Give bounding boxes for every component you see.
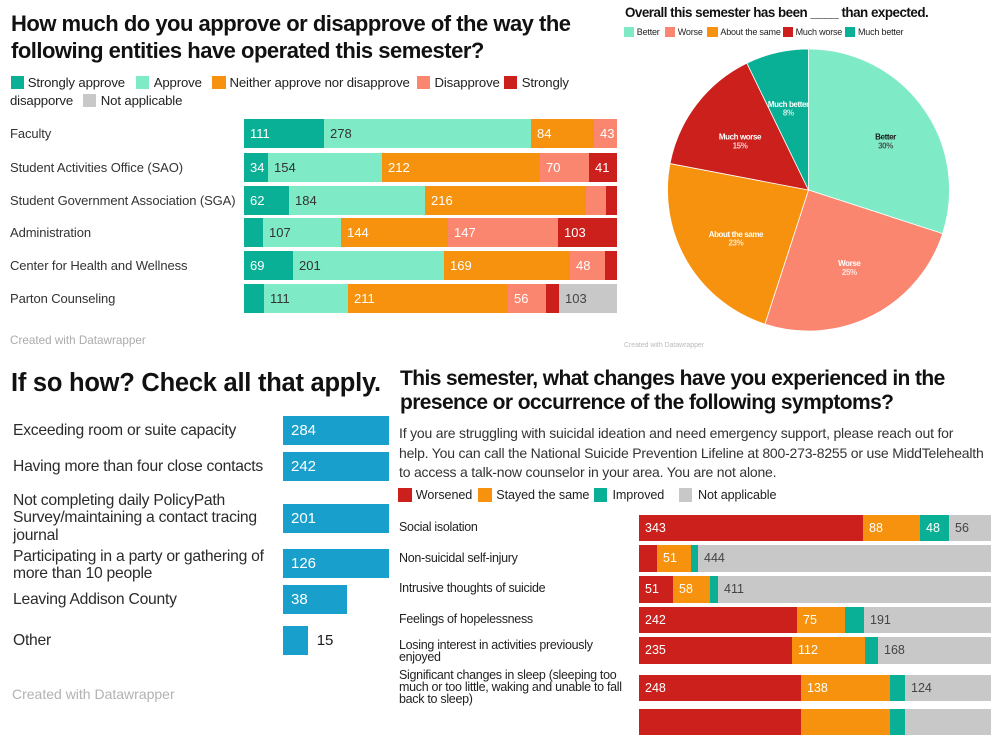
svg-text:About the same: About the same [709,230,764,239]
svg-text:30%: 30% [878,141,893,150]
svg-text:23%: 23% [728,239,743,248]
svg-text:15%: 15% [733,141,748,150]
svg-text:Better: Better [875,133,896,142]
svg-text:25%: 25% [842,268,857,277]
svg-text:Much better: Much better [768,100,809,109]
svg-text:8%: 8% [783,109,794,118]
svg-text:Worse: Worse [838,259,861,268]
svg-text:Much worse: Much worse [719,133,762,142]
